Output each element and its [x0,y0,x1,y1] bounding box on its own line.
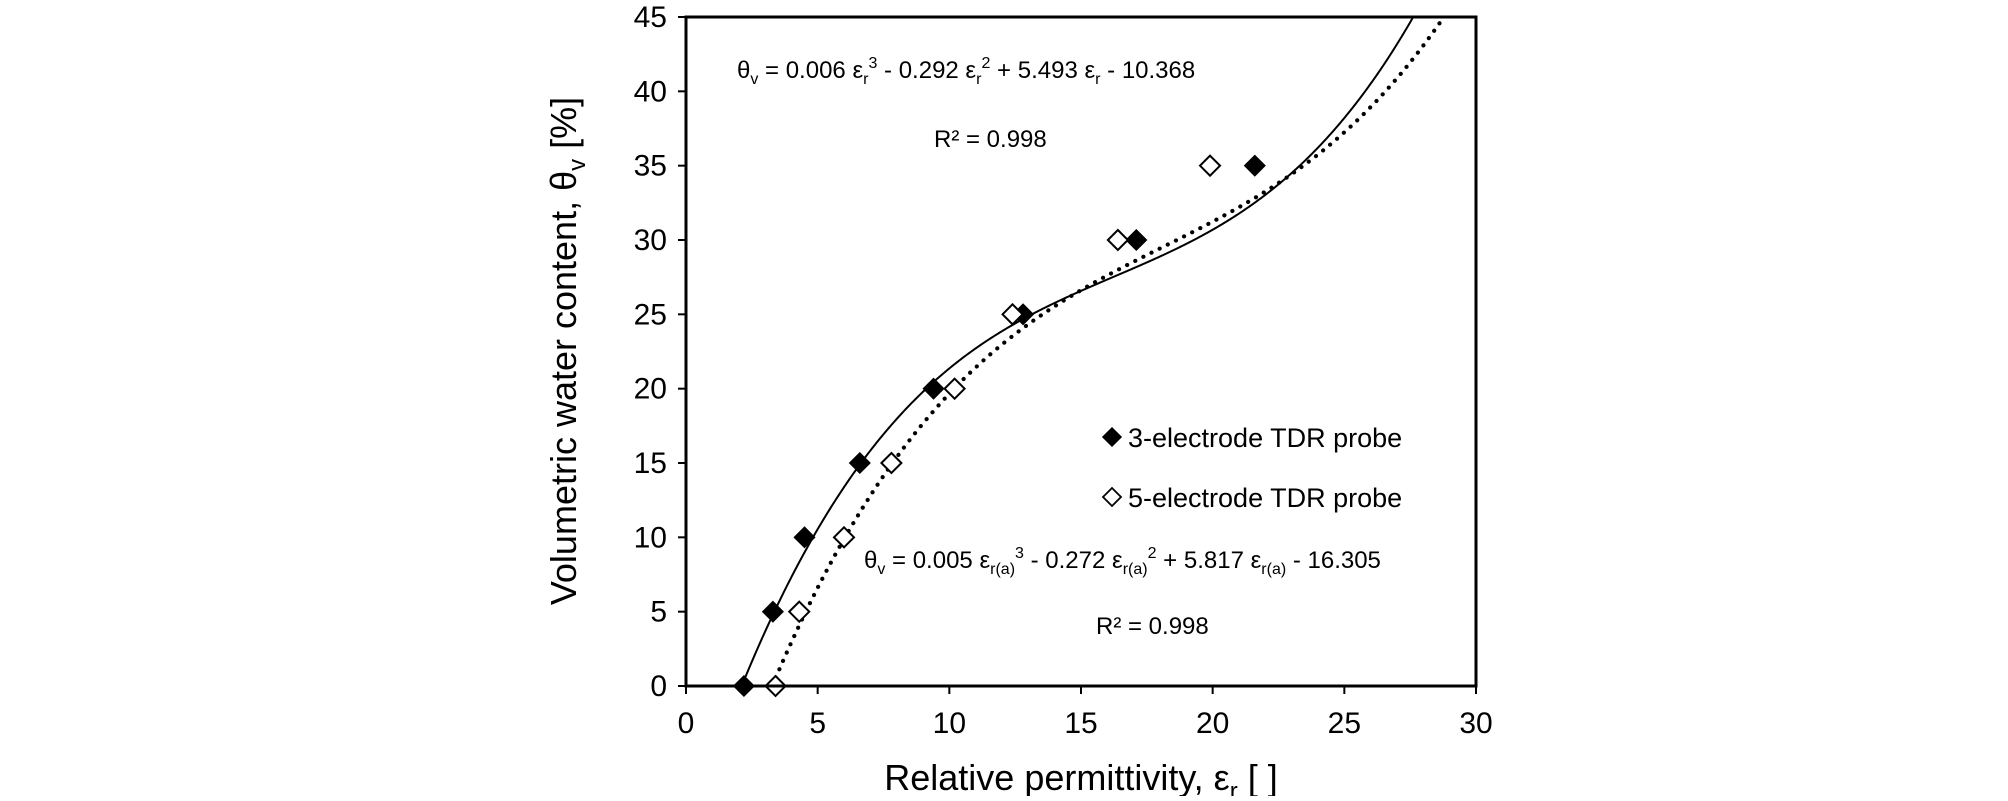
legend: 3-electrode TDR probe 5-electrode TDR pr… [1101,423,1402,513]
y-tick-label: 30 [634,224,667,257]
fit-r2-3-electrode: R² = 0.998 [934,126,1047,153]
legend-marker-filled-diamond [1101,426,1123,448]
x-tick-label: 15 [1064,707,1097,740]
y-tick-label: 10 [634,521,667,554]
axis-ticks [678,16,1477,694]
fit-curve-3-electrode [740,17,1415,686]
point-5-electrode [832,525,856,549]
fit-curves [740,17,1447,686]
fit-r2-5-electrode: R² = 0.998 [1096,613,1209,640]
legend-label-3-electrode: 3-electrode TDR probe [1128,423,1402,453]
point-3-electrode [1125,228,1148,252]
point-5-electrode [1001,302,1024,326]
x-tick-label: 20 [1196,707,1229,740]
fit-equation-3-electrode: θv = 0.006 εr3 - 0.292 εr2 + 5.493 εr - … [737,55,1195,88]
point-5-electrode [1198,154,1222,178]
point-5-electrode [1106,228,1130,252]
plot-area-frame [684,15,1478,688]
tick-labels: 0 5 10 15 20 25 30 0 5 10 15 20 25 30 35 40 45 [634,1,1493,740]
y-axis-title: Volumetric water content, θv [%] [543,97,591,605]
point-3-electrode [922,377,945,400]
point-5-electrode [943,377,967,401]
y-tick-label: 45 [634,1,667,34]
y-tick-label: 15 [634,447,667,480]
y-tick-label: 0 [650,670,667,703]
point-3-electrode [848,451,871,475]
y-tick-label: 5 [650,596,667,629]
legend-marker-open-diamond [1101,486,1123,508]
x-tick-label: 10 [933,707,966,740]
x-tick-label: 0 [678,707,695,740]
fit-equation-5-electrode: θv = 0.005 εr(a)3 - 0.272 εr(a)2 + 5.817… [864,545,1381,578]
y-tick-label: 35 [634,150,667,183]
legend-label-5-electrode: 5-electrode TDR probe [1128,483,1402,513]
x-tick-label: 5 [809,707,826,740]
point-3-electrode [761,600,784,623]
point-5-electrode [879,451,903,475]
y-tick-label: 25 [634,298,667,331]
point-3-electrode [793,526,816,549]
x-axis-title: Relative permittivity, εr [ ] [884,757,1277,796]
point-3-electrode [1243,154,1266,177]
x-tick-label: 30 [1459,707,1492,740]
x-tick-label: 25 [1328,707,1361,740]
y-tick-label: 20 [634,373,667,406]
point-5-electrode [787,600,811,624]
fit-curve-5-electrode [770,17,1447,686]
y-tick-label: 40 [634,75,667,108]
